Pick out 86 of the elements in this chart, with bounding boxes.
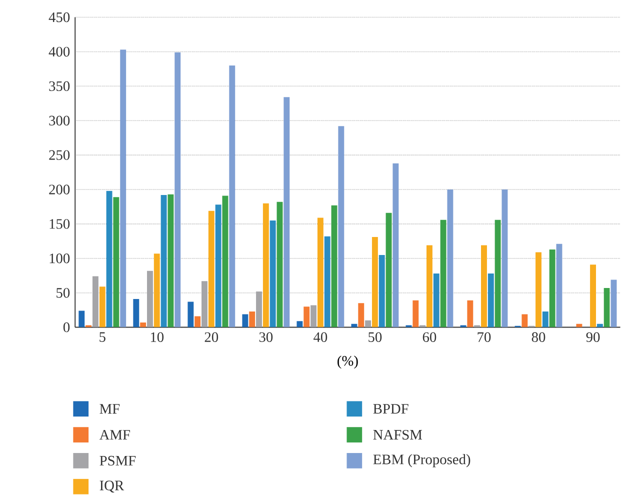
bar <box>502 189 508 328</box>
bar <box>194 316 201 328</box>
bar <box>215 204 222 328</box>
bar <box>481 245 487 328</box>
x-tick-label: 10 <box>150 332 164 342</box>
bar <box>386 212 392 328</box>
x-tick-label: 5 <box>100 332 106 342</box>
bar <box>358 303 364 328</box>
x-tick-label: 20 <box>204 332 218 342</box>
bar <box>262 203 269 328</box>
bar <box>154 253 160 328</box>
bar <box>249 311 256 328</box>
bar <box>412 300 419 328</box>
y-tick-label: 250 <box>49 150 70 160</box>
bar <box>426 245 432 328</box>
x-tick-label: 80 <box>532 332 546 342</box>
bar <box>331 205 338 328</box>
bar <box>160 194 167 328</box>
bar <box>106 190 112 328</box>
x-tick-label: 40 <box>314 332 328 342</box>
x-tick-label: 70 <box>478 332 491 342</box>
y-tick-label: 0 <box>63 322 70 332</box>
bar <box>522 314 528 328</box>
bar <box>168 194 174 328</box>
bar <box>296 321 303 328</box>
bar <box>92 276 98 328</box>
bar <box>270 220 276 328</box>
bar <box>542 311 548 328</box>
x-tick-label: 30 <box>259 332 273 342</box>
bar <box>310 305 316 328</box>
bar <box>113 197 120 328</box>
legend-label: AMF <box>99 430 130 440</box>
y-tick-label: 450 <box>48 12 70 22</box>
legend-label: IQR <box>100 480 124 492</box>
bar <box>202 281 208 328</box>
bar <box>304 306 310 328</box>
legend-label: BPDF <box>373 404 408 414</box>
bar <box>99 286 106 328</box>
bar <box>188 302 194 328</box>
y-tick-label: 150 <box>50 219 70 229</box>
bar <box>140 322 146 328</box>
bar <box>276 202 283 328</box>
bar <box>284 97 290 328</box>
x-axis-title: (%) <box>338 356 358 369</box>
legend-label: MF <box>100 404 120 414</box>
bar <box>229 65 236 328</box>
legend-label: PSMF <box>100 456 136 466</box>
bar <box>610 280 617 328</box>
bar <box>549 249 556 328</box>
bar <box>447 189 454 328</box>
x-tick-label: 60 <box>422 332 436 342</box>
legend-label: EBM (Proposed) <box>373 454 470 468</box>
bar <box>317 218 324 328</box>
y-tick-label: 400 <box>48 46 70 56</box>
bar <box>242 314 248 328</box>
bar <box>488 273 494 328</box>
bar <box>256 291 262 328</box>
bar <box>372 236 378 328</box>
bar <box>222 196 228 328</box>
bar <box>338 126 344 328</box>
y-tick-label: 100 <box>50 253 70 264</box>
bar <box>120 50 126 328</box>
bar <box>78 310 85 328</box>
bar <box>536 252 542 328</box>
bar <box>133 298 140 328</box>
y-tick-label: 350 <box>49 81 70 91</box>
bar <box>365 320 372 328</box>
x-tick-label: 50 <box>368 332 382 342</box>
bar <box>440 220 446 328</box>
bar <box>174 52 181 328</box>
bar <box>324 236 330 328</box>
y-tick-label: 200 <box>49 184 70 194</box>
y-tick-label: 300 <box>49 116 70 126</box>
bar <box>604 288 610 328</box>
x-tick-label: 90 <box>586 332 600 342</box>
bar <box>467 300 474 328</box>
bar <box>392 163 399 328</box>
bar <box>378 254 385 328</box>
bar <box>590 264 596 328</box>
bar <box>494 220 501 328</box>
bar <box>208 210 214 328</box>
y-tick-label: 50 <box>56 288 70 298</box>
bar <box>433 273 440 328</box>
bar <box>147 270 153 328</box>
legend-label: NAFSM <box>373 430 422 440</box>
bar <box>556 244 562 328</box>
